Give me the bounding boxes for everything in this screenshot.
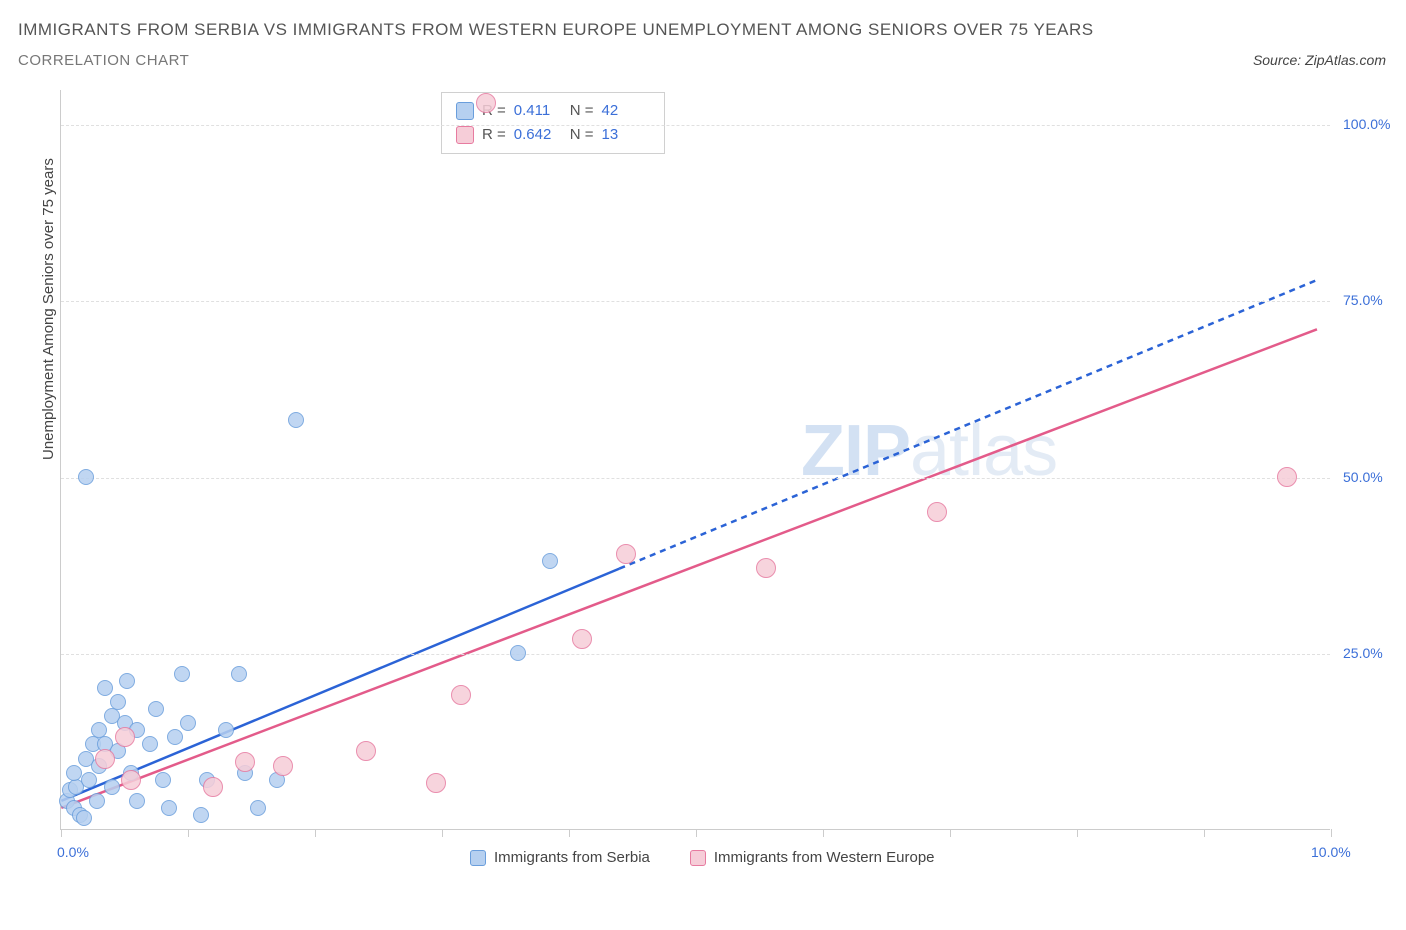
data-point	[81, 772, 97, 788]
legend-swatch	[470, 850, 486, 866]
data-point	[89, 793, 105, 809]
x-tick	[315, 829, 316, 837]
x-tick	[569, 829, 570, 837]
data-point	[451, 685, 471, 705]
trend-lines	[61, 90, 1330, 829]
gridline	[61, 654, 1330, 655]
stats-swatch	[456, 126, 474, 144]
data-point	[1277, 467, 1297, 487]
stats-r-value: 0.642	[514, 123, 562, 147]
x-tick-label: 0.0%	[57, 844, 89, 860]
data-point	[161, 800, 177, 816]
legend-label: Immigrants from Serbia	[494, 849, 650, 866]
data-point	[66, 765, 82, 781]
data-point	[104, 779, 120, 795]
stats-n-label: N =	[570, 123, 594, 147]
data-point	[78, 469, 94, 485]
stats-n-value: 42	[602, 99, 650, 123]
chart-subtitle: CORRELATION CHART	[18, 52, 1094, 69]
data-point	[250, 800, 266, 816]
stats-row: R = 0.642 N = 13	[456, 123, 650, 147]
chart-area: Unemployment Among Seniors over 75 years…	[50, 90, 1390, 870]
data-point	[115, 727, 135, 747]
chart-title: IMMIGRANTS FROM SERBIA VS IMMIGRANTS FRO…	[18, 20, 1094, 40]
legend-swatch	[690, 850, 706, 866]
data-point	[155, 772, 171, 788]
legend-item: Immigrants from Serbia	[470, 849, 650, 866]
data-point	[129, 793, 145, 809]
data-point	[174, 666, 190, 682]
data-point	[572, 629, 592, 649]
data-point	[193, 807, 209, 823]
plot-region: ZIPatlas R =0.411N =42R =0.642N =13 25.0…	[60, 90, 1330, 830]
x-tick	[696, 829, 697, 837]
x-tick	[188, 829, 189, 837]
x-tick-label: 10.0%	[1311, 844, 1351, 860]
data-point	[231, 666, 247, 682]
watermark-bold: ZIP	[801, 411, 910, 491]
x-tick	[1331, 829, 1332, 837]
data-point	[142, 736, 158, 752]
data-point	[235, 752, 255, 772]
data-point	[180, 715, 196, 731]
data-point	[288, 412, 304, 428]
watermark-light: atlas	[910, 411, 1057, 491]
gridline	[61, 301, 1330, 302]
x-tick	[1204, 829, 1205, 837]
legend-label: Immigrants from Western Europe	[714, 849, 935, 866]
y-tick-label: 100.0%	[1343, 116, 1390, 132]
stats-r-label: R =	[482, 123, 506, 147]
data-point	[542, 553, 558, 569]
data-point	[356, 741, 376, 761]
data-point	[273, 756, 293, 776]
data-point	[121, 770, 141, 790]
stats-r-value: 0.411	[514, 99, 562, 123]
x-tick	[61, 829, 62, 837]
data-point	[616, 544, 636, 564]
x-tick	[442, 829, 443, 837]
data-point	[76, 810, 92, 826]
data-point	[119, 673, 135, 689]
source-label: Source: ZipAtlas.com	[1253, 52, 1386, 68]
data-point	[110, 694, 126, 710]
gridline	[61, 125, 1330, 126]
data-point	[203, 777, 223, 797]
stats-n-value: 13	[602, 123, 650, 147]
gridline	[61, 478, 1330, 479]
data-point	[476, 93, 496, 113]
stats-swatch	[456, 102, 474, 120]
data-point	[426, 773, 446, 793]
data-point	[756, 558, 776, 578]
stats-n-label: N =	[570, 99, 594, 123]
data-point	[97, 680, 113, 696]
y-axis-title: Unemployment Among Seniors over 75 years	[40, 158, 57, 460]
data-point	[95, 749, 115, 769]
stats-box: R = 0.411 N = 42R = 0.642 N = 13	[441, 92, 665, 154]
x-tick	[1077, 829, 1078, 837]
y-tick-label: 50.0%	[1343, 469, 1383, 485]
data-point	[218, 722, 234, 738]
data-point	[927, 502, 947, 522]
legend-item: Immigrants from Western Europe	[690, 849, 935, 866]
data-point	[510, 645, 526, 661]
data-point	[167, 729, 183, 745]
x-tick	[950, 829, 951, 837]
x-tick	[823, 829, 824, 837]
y-tick-label: 75.0%	[1343, 292, 1383, 308]
watermark: ZIPatlas	[801, 410, 1057, 492]
data-point	[148, 701, 164, 717]
bottom-legend: Immigrants from Serbia Immigrants from We…	[470, 849, 935, 866]
y-tick-label: 25.0%	[1343, 645, 1383, 661]
